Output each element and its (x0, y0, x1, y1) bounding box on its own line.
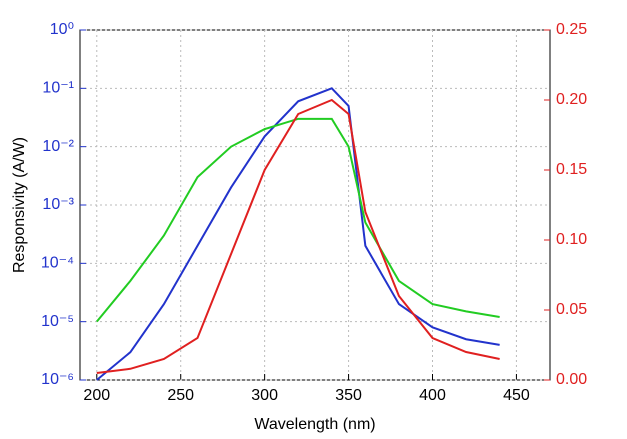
y-tick-label: 10⁰ (50, 21, 74, 38)
x-tick-label: 250 (167, 387, 194, 404)
series-line (96, 117, 500, 323)
x-tick-label: 400 (419, 387, 446, 404)
y-axis-label: Responsivity (A/W) (11, 137, 28, 273)
y2-tick-label: 0.00 (556, 371, 587, 388)
y-tick-label: 10⁻⁵ (41, 313, 74, 330)
series-line (96, 98, 500, 374)
x-tick-label: 200 (83, 387, 110, 404)
y-tick-label: 10⁻⁶ (41, 371, 74, 388)
y-tick-label: 10⁻⁴ (41, 255, 74, 272)
y-tick-label: 10⁻³ (42, 196, 74, 213)
y2-tick-label: 0.25 (556, 21, 587, 38)
y2-tick-label: 0.05 (556, 301, 587, 318)
x-axis-label: Wavelength (nm) (254, 416, 375, 433)
y-tick-label: 10⁻² (42, 138, 74, 155)
y2-tick-label: 0.20 (556, 91, 587, 108)
y2-tick-label: 0.15 (556, 161, 587, 178)
x-tick-label: 350 (335, 387, 362, 404)
y2-tick-label: 0.10 (556, 231, 587, 248)
series-line (96, 87, 500, 381)
y-tick-label: 10⁻¹ (42, 80, 74, 97)
x-tick-label: 300 (251, 387, 278, 404)
x-tick-label: 450 (503, 387, 530, 404)
